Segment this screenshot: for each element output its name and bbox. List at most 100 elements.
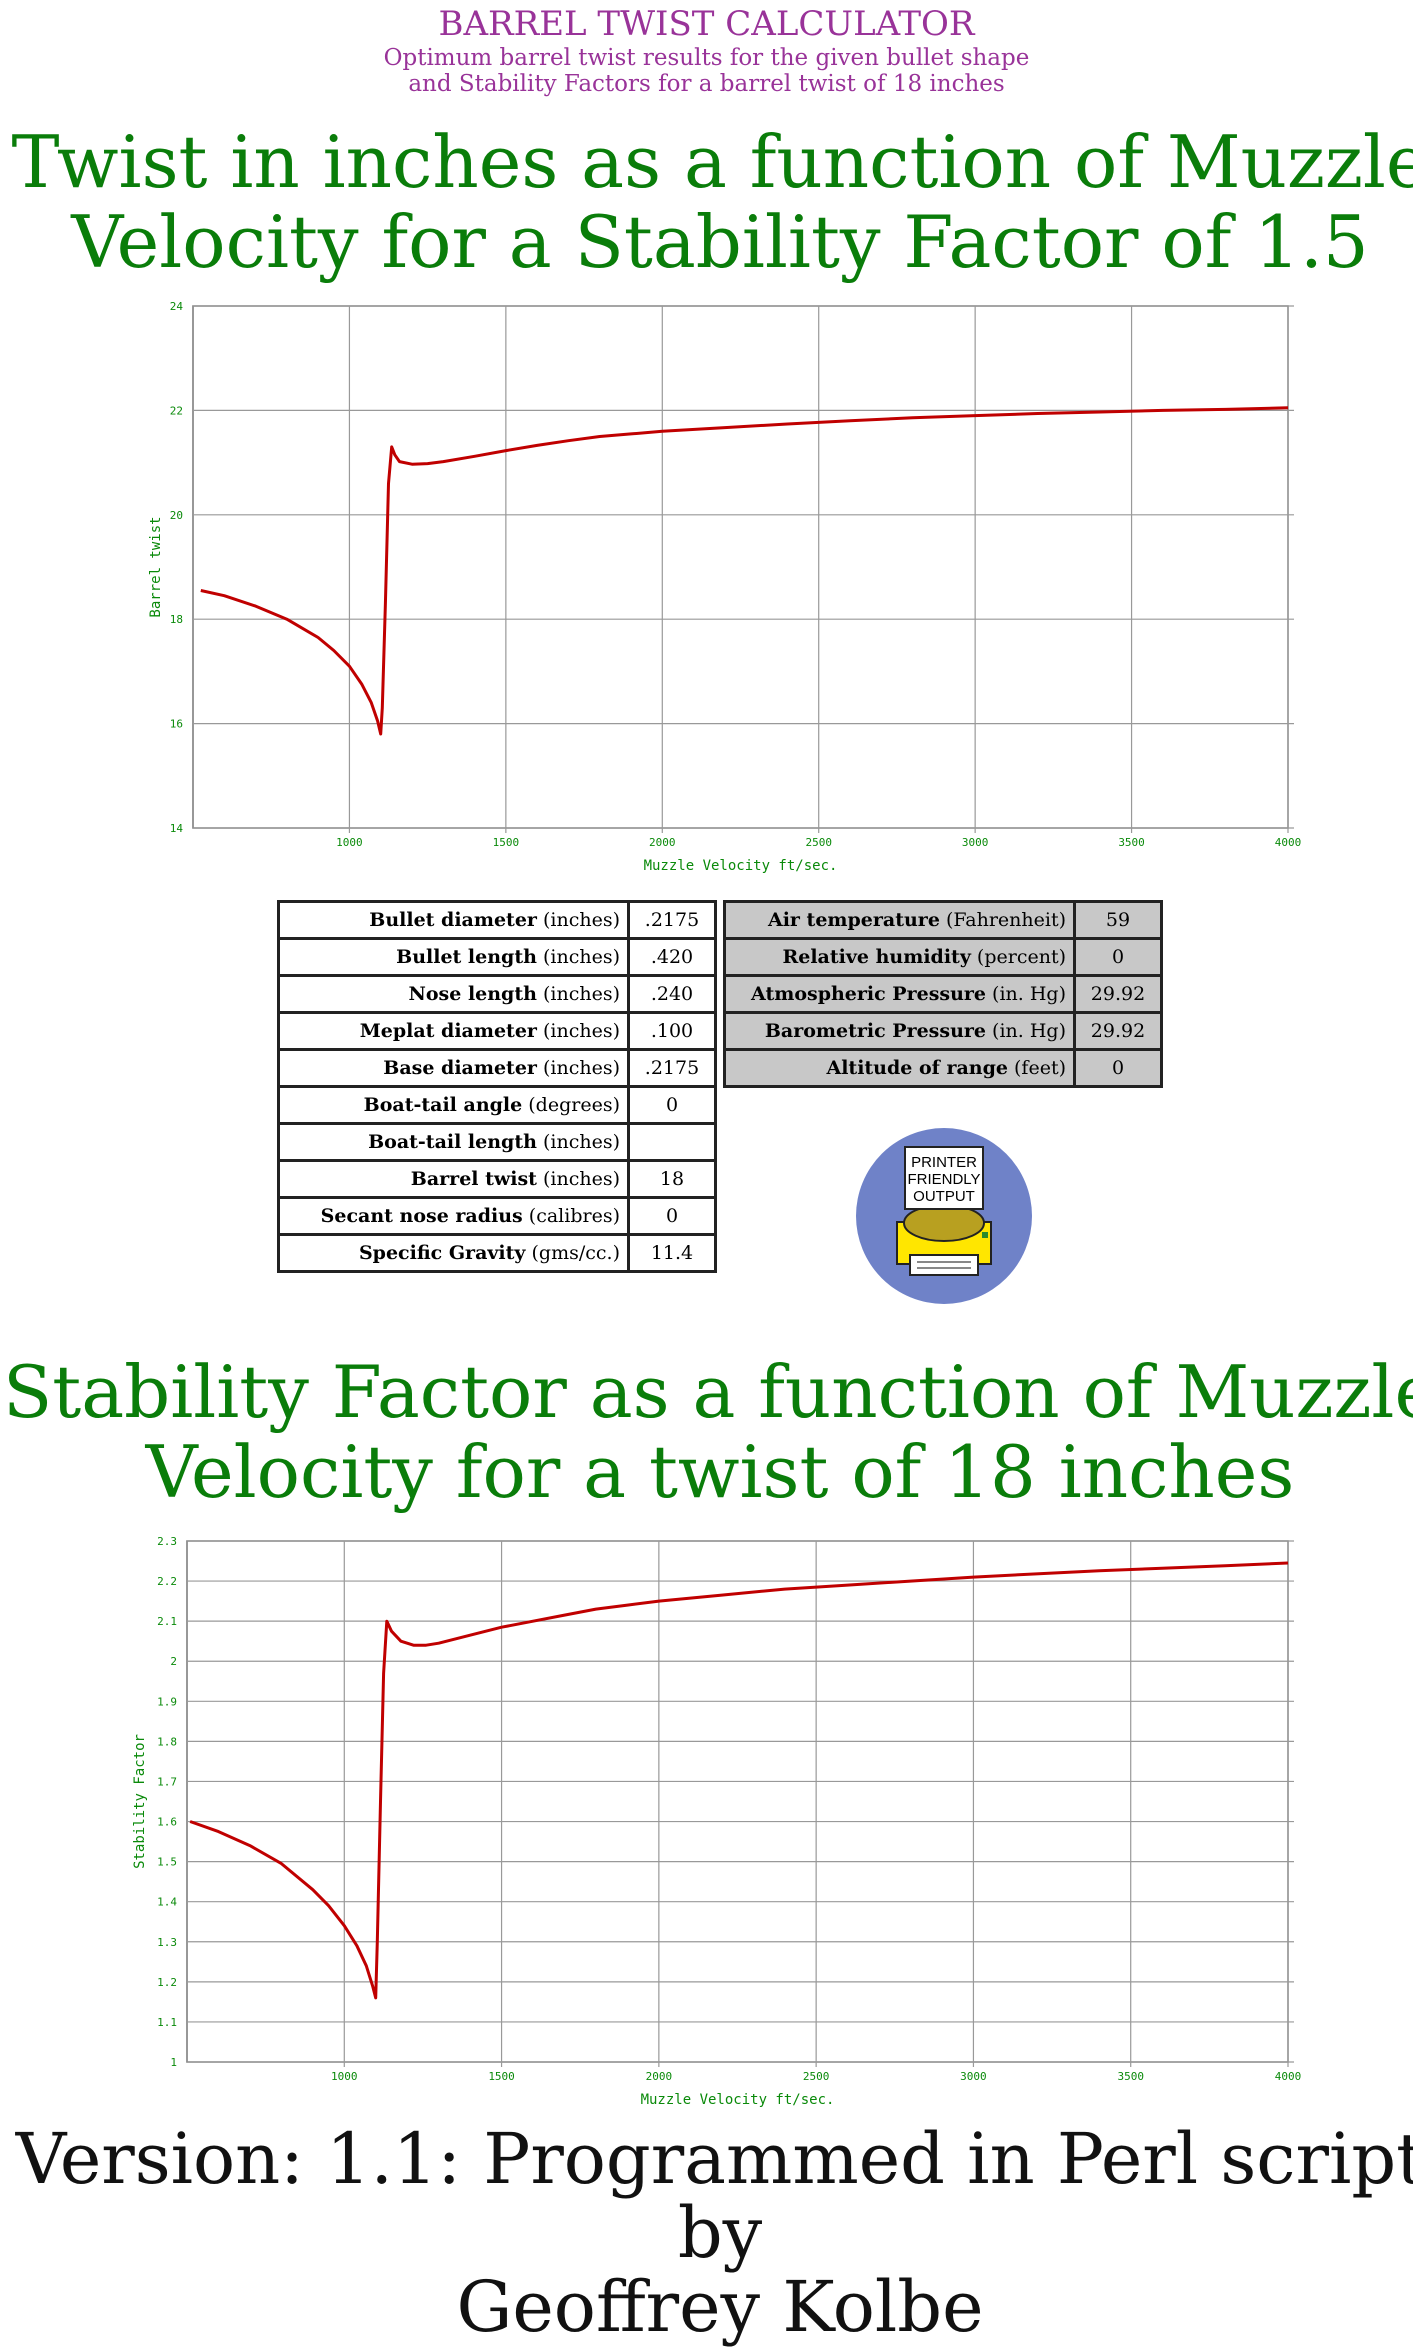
twist-x-tick-label: 3000 [962,836,989,849]
twist-y-tick-label: 16 [170,718,183,731]
bullet-param-value: .420 [627,937,717,977]
env-param-value: 0 [1073,1048,1163,1088]
bullet-param-label-unit: (inches) [536,1131,620,1153]
bullet-param-value: .240 [627,974,717,1014]
env-param-label-unit: (in. Hg) [986,983,1066,1005]
stability-y-tick-label: 2.3 [157,1535,177,1548]
chart2-title-line2: Velocity for a twist of 18 inches [145,1430,1295,1514]
bullet-param-label: Secant nose radius (calibres) [277,1196,630,1236]
bullet-param-row: Barrel twist (inches) 18 [277,1159,717,1199]
bullet-param-label: Base diameter (inches) [277,1048,630,1088]
chart2-title-line1: Stability Factor as a function of Muzzle [2,1350,1413,1434]
stability-y-tick-label: 2.2 [157,1575,177,1588]
env-param-label-name: Air temperature [767,909,940,931]
bullet-param-label-unit: (inches) [536,1020,620,1042]
twist-chart: 14 16 18 20 22 24 1000 1500 2000 2500 3000 3500 4000… [148,300,1302,874]
page-subtitle-line1: Optimum barrel twist results for the giv… [383,45,1030,71]
env-param-label: Atmospheric Pressure (in. Hg) [723,974,1076,1014]
bullet-param-label: Bullet diameter (inches) [277,900,630,940]
stability-y-tick-label: 1.9 [157,1695,177,1708]
bullet-param-label-name: Boat-tail angle [363,1094,523,1116]
stability-x-tick-label: 4000 [1275,2070,1302,2083]
bullet-param-row: Boat-tail angle (degrees) 0 [277,1085,717,1125]
bullet-param-value: .2175 [627,1048,717,1088]
bullet-param-row: Bullet diameter (inches) .2175 [277,900,717,940]
bullet-param-label-unit: (inches) [536,983,620,1005]
stability-y-tick-label: 1.8 [157,1735,177,1748]
env-param-label-name: Altitude of range [826,1057,1008,1079]
stability-y-tick-label: 1.5 [157,1856,177,1869]
twist-x-tick-label: 4000 [1275,836,1302,849]
bullet-param-label-name: Specific Gravity [358,1242,526,1264]
stability-y-tick-label: 1.3 [157,1936,177,1949]
env-param-label: Relative humidity (percent) [723,937,1076,977]
env-param-value: 29.92 [1073,974,1163,1014]
printer-friendly-button[interactable]: PRINTER FRIENDLY OUTPUT [855,1127,1033,1305]
env-param-row: Atmospheric Pressure (in. Hg) 29.92 [723,974,1163,1014]
bullet-param-value: 0 [627,1085,717,1125]
env-param-value: 59 [1073,900,1163,940]
env-param-label-name: Barometric Pressure [764,1020,986,1042]
chart1-title-line1: Twist in inches as a function of Muzzle [11,120,1413,204]
bullet-param-value: 11.4 [627,1233,717,1273]
bullet-param-row: Secant nose radius (calibres) 0 [277,1196,717,1236]
env-param-row: Relative humidity (percent) 0 [723,937,1163,977]
env-param-label-unit: (Fahrenheit) [939,909,1066,931]
twist-x-axis-label: Muzzle Velocity ft/sec. [644,858,838,874]
twist-x-tick-label: 3500 [1118,836,1145,849]
env-param-label-name: Atmospheric Pressure [751,983,986,1005]
stability-chart: 1 1.1 1.2 1.3 1.4 1.5 1.6 1.7 1.8 1.9 2 2.1 2.2 2.3 10… [132,1535,1302,2108]
bullet-param-label-name: Base diameter [383,1057,537,1079]
bullet-param-label-name: Meplat diameter [359,1020,537,1042]
stability-y-tick-label: 1.7 [157,1775,177,1788]
chart1-title: Twist in inches as a function of Muzzle … [0,122,1413,282]
bullet-param-label-name: Bullet diameter [369,909,537,931]
twist-y-tick-label: 24 [170,300,184,313]
bullet-param-label: Specific Gravity (gms/cc.) [277,1233,630,1273]
twist-y-tick-label: 22 [170,404,183,417]
environment-parameters-table: Air temperature (Fahrenheit) 59 Relative h… [723,900,1163,1088]
stability-y-tick-label: 1 [170,2056,177,2069]
bullet-param-value: 18 [627,1159,717,1199]
stability-series-line [189,1561,1289,2000]
env-param-row: Altitude of range (feet) 0 [723,1048,1163,1088]
stability-y-tick-label: 1.1 [157,2016,177,2029]
bullet-param-label: Barrel twist (inches) [277,1159,630,1199]
stability-y-tick-label: 2.1 [157,1615,177,1628]
bullet-param-label-unit: (gms/cc.) [525,1242,621,1264]
twist-x-tick-label: 2000 [649,836,676,849]
page-subtitle-line2: and Stability Factors for a barrel twist… [408,71,1005,97]
bullet-param-row: Specific Gravity (gms/cc.) 11.4 [277,1233,717,1273]
stability-x-tick-label: 2000 [646,2070,673,2083]
bullet-param-label: Meplat diameter (inches) [277,1011,630,1051]
twist-y-tick-label: 14 [170,822,184,835]
bullet-param-label: Nose length (inches) [277,974,630,1014]
bullet-param-label-unit: (inches) [536,909,620,931]
twist-series-line [200,406,1289,736]
stability-x-axis-label: Muzzle Velocity ft/sec. [641,2092,835,2108]
footer-line2: Geoffrey Kolbe [456,2266,984,2348]
twist-plot-frame [192,305,1289,829]
bullet-param-value: .2175 [627,900,717,940]
stability-y-tick-label: 1.6 [157,1816,177,1829]
bullet-parameters-table: Bullet diameter (inches) .2175 Bullet leng… [277,900,717,1273]
footer: Version: 1.1: Programmed in Perl script … [0,2122,1413,2344]
bullet-param-label-unit: (inches) [536,1057,620,1079]
stability-y-axis-label: Stability Factor [132,1734,148,1869]
printer-label-line1: PRINTER [911,1154,977,1171]
bullet-param-label-name: Barrel twist [410,1168,537,1190]
bullet-param-label-unit: (inches) [536,946,620,968]
stability-y-tick-label: 2 [170,1655,177,1668]
env-param-label-unit: (feet) [1007,1057,1066,1079]
twist-y-tick-label: 20 [170,509,183,522]
bullet-param-label: Boat-tail angle (degrees) [277,1085,630,1125]
twist-y-tick-label: 18 [170,613,183,626]
twist-x-tick-label: 1000 [336,836,363,849]
bullet-param-label-name: Nose length [408,983,537,1005]
env-param-value: 29.92 [1073,1011,1163,1051]
stability-x-tick-label: 2500 [803,2070,830,2083]
bullet-param-label-unit: (calibres) [522,1205,620,1227]
twist-x-tick-label: 1500 [493,836,520,849]
chart2-title: Stability Factor as a function of Muzzle… [0,1352,1413,1512]
printer-label-line3: OUTPUT [913,1188,975,1205]
